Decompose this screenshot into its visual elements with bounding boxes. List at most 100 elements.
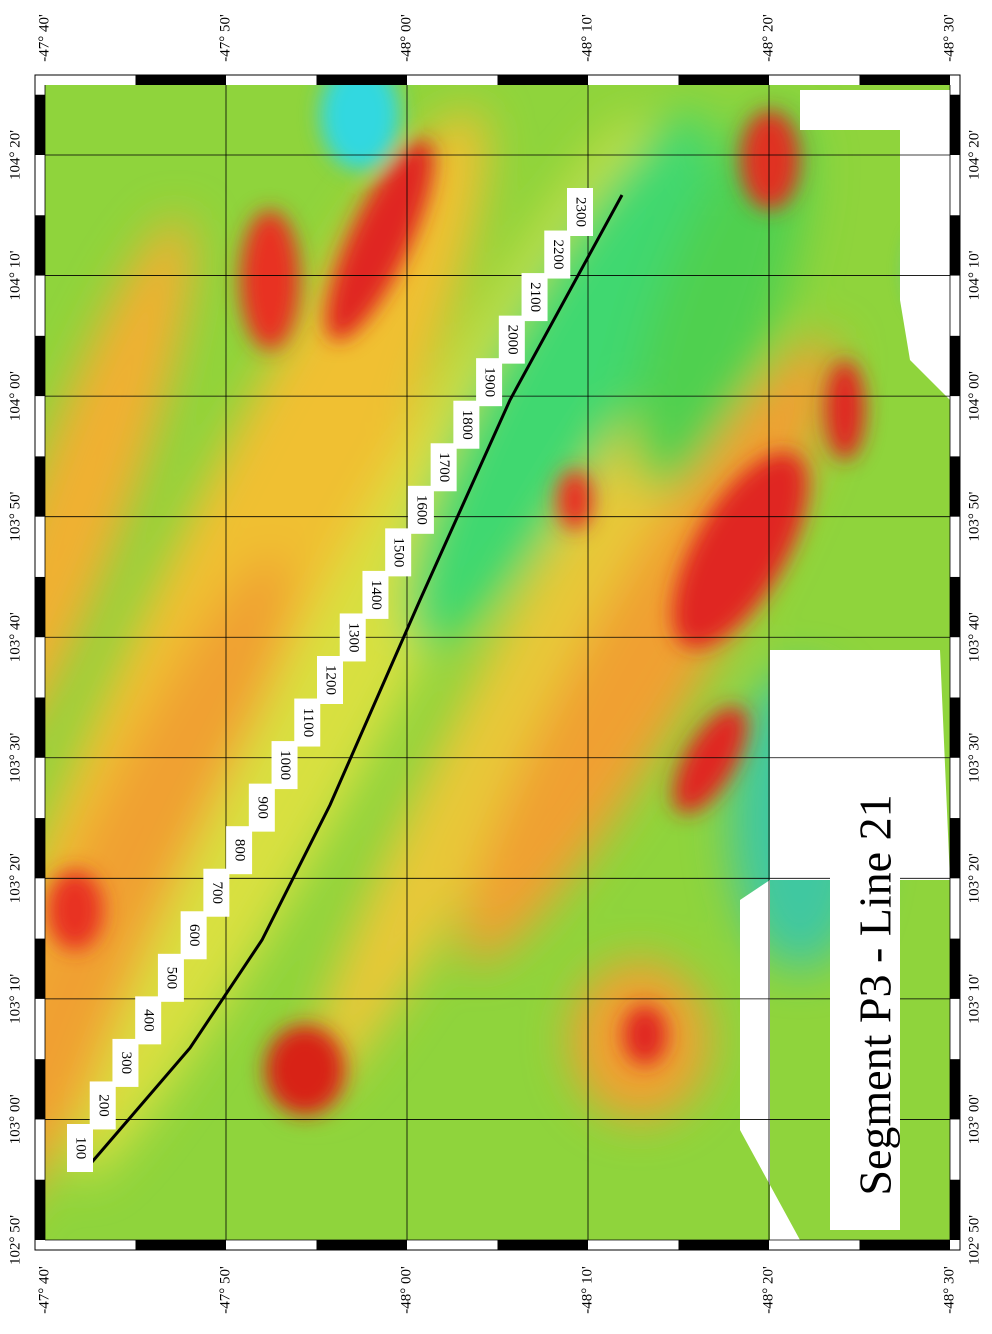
track-label-box — [476, 358, 503, 407]
track-label: 2000 — [504, 325, 520, 355]
lon-label: 104° 20' — [966, 130, 982, 180]
track-label: 1300 — [345, 622, 361, 652]
frame-bar — [35, 697, 45, 758]
lon-label: 102° 50' — [7, 1215, 23, 1265]
lon-label: 103° 30' — [966, 733, 982, 783]
lat-label: -47° 50' — [217, 14, 233, 62]
lat-label: -48° 10' — [579, 14, 595, 62]
track-label-box — [498, 315, 525, 364]
frame-bar — [950, 94, 960, 155]
lat-label: -48° 00' — [398, 1266, 414, 1314]
track-label: 300 — [118, 1052, 134, 1075]
track-label: 900 — [254, 796, 270, 819]
frame-bar — [950, 576, 960, 638]
track-label: 800 — [232, 839, 248, 862]
frame-bar — [35, 938, 45, 999]
frame-bar — [316, 1240, 407, 1250]
lon-label: 104° 20' — [7, 130, 23, 180]
track-label: 1100 — [300, 708, 316, 737]
track-label-box — [430, 443, 457, 492]
track-label-box — [294, 698, 321, 747]
lon-label: 103° 30' — [7, 733, 23, 783]
lat-label: -48° 30' — [941, 14, 957, 62]
frame-bar — [678, 1240, 769, 1250]
track-label-box — [339, 613, 366, 662]
track-label-box — [89, 1081, 116, 1130]
track-label-box — [567, 188, 593, 236]
frame-bar — [950, 1059, 960, 1120]
track-label: 1500 — [391, 537, 407, 567]
frame-bar — [35, 94, 45, 155]
track-label-box — [112, 1038, 139, 1087]
lon-label: 103° 20' — [7, 853, 23, 903]
frame-bar — [678, 75, 769, 85]
lat-label: -48° 20' — [760, 14, 776, 62]
lon-label: 103° 00' — [7, 1094, 23, 1144]
frame-bar — [35, 818, 45, 879]
track-label: 1700 — [436, 452, 452, 482]
frame-bar — [950, 215, 960, 276]
track-label-box — [271, 741, 298, 790]
frame-bar — [950, 818, 960, 879]
lon-label: 102° 50' — [966, 1215, 982, 1265]
map-title: Segment P3 - Line 21 — [850, 794, 901, 1195]
frame-bar — [35, 215, 45, 276]
frame-bar — [950, 335, 960, 397]
track-label: 1600 — [413, 495, 429, 525]
lon-label: 104° 00' — [966, 371, 982, 421]
lon-label: 104° 10' — [7, 250, 23, 300]
frame-bar — [950, 1179, 960, 1240]
frame-bar — [35, 456, 45, 517]
frame-bar — [950, 938, 960, 999]
lon-label: 103° 50' — [7, 491, 23, 541]
lat-label: -48° 30' — [941, 1266, 957, 1314]
frame-bar — [859, 1240, 950, 1250]
track-label: 600 — [186, 924, 202, 947]
lon-label: 103° 10' — [7, 974, 23, 1024]
lon-label: 103° 20' — [966, 853, 982, 903]
lon-label: 103° 10' — [966, 974, 982, 1024]
lon-label: 104° 00' — [7, 371, 23, 421]
lat-label: -48° 20' — [760, 1266, 776, 1314]
title-box — [830, 760, 900, 1230]
track-line — [90, 194, 624, 1163]
track-label-box — [157, 953, 184, 1002]
track-label: 400 — [141, 1009, 157, 1032]
frame-bar — [316, 75, 407, 85]
track-label: 100 — [73, 1137, 89, 1160]
lat-label: -48° 00' — [398, 14, 414, 62]
track-label: 1800 — [459, 410, 475, 440]
track-label-box — [226, 826, 253, 875]
track-label: 2200 — [550, 240, 566, 270]
lat-label: -47° 50' — [217, 1266, 233, 1314]
track-label-box — [544, 230, 571, 279]
track-label: 2300 — [573, 197, 589, 227]
frame-bar — [497, 75, 588, 85]
relief — [45, 85, 950, 1240]
frame-bar — [497, 1240, 588, 1250]
track-label-box — [362, 570, 389, 619]
track-label: 1900 — [482, 367, 498, 397]
track-label-box — [248, 783, 275, 832]
frame — [34, 74, 961, 1251]
lon-label: 103° 40' — [966, 612, 982, 662]
lat-label: -47° 40' — [36, 14, 52, 62]
frame-bar — [950, 697, 960, 758]
track-label-box — [385, 528, 412, 577]
track-label-box — [67, 1124, 93, 1172]
lat-label: -48° 10' — [579, 1266, 595, 1314]
lat-label: -47° 40' — [36, 1266, 52, 1314]
track-label-box — [453, 400, 480, 449]
track-label: 1200 — [323, 665, 339, 695]
track-label-box — [317, 656, 343, 704]
track-label: 700 — [209, 881, 225, 904]
labels: -47° 40' -47° 40' -47° 50' -47° 50' -48° 00'… — [7, 14, 982, 1314]
frame-bar — [135, 1240, 226, 1250]
track-label: 200 — [95, 1094, 111, 1117]
lon-label: 103° 40' — [7, 612, 23, 662]
track-label: 500 — [163, 967, 179, 990]
track-label: 2100 — [527, 282, 543, 312]
lon-label: 104° 10' — [966, 250, 982, 300]
track-label: 1400 — [368, 580, 384, 610]
